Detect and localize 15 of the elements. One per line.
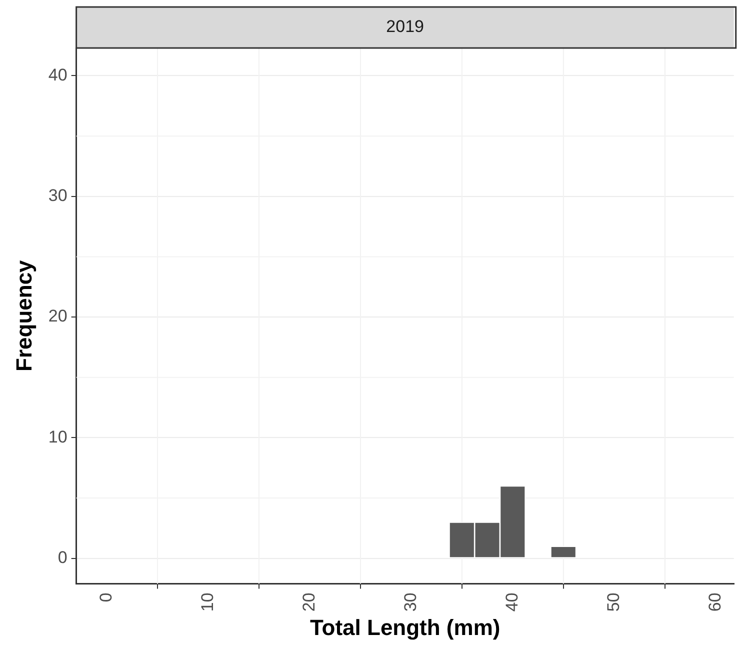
x-tick-label: 30 <box>400 592 420 612</box>
y-tick-label: 10 <box>48 427 68 446</box>
x-tick-label: 60 <box>705 592 724 612</box>
x-axis-title: Total Length (mm) <box>310 614 500 640</box>
chart-title: 2019 <box>386 17 424 36</box>
y-tick-label: 0 <box>58 548 68 568</box>
x-tick-label: 20 <box>299 592 318 612</box>
x-tick-label: 0 <box>96 592 116 602</box>
y-axis-title: Frequency <box>11 259 36 372</box>
x-tick-label: 40 <box>502 592 522 612</box>
x-tick-label: 50 <box>604 592 623 612</box>
y-tick-label: 30 <box>48 186 68 206</box>
y-tick-label: 20 <box>48 306 68 326</box>
x-tick-label: 10 <box>198 592 217 612</box>
y-tick-label: 40 <box>48 65 68 84</box>
